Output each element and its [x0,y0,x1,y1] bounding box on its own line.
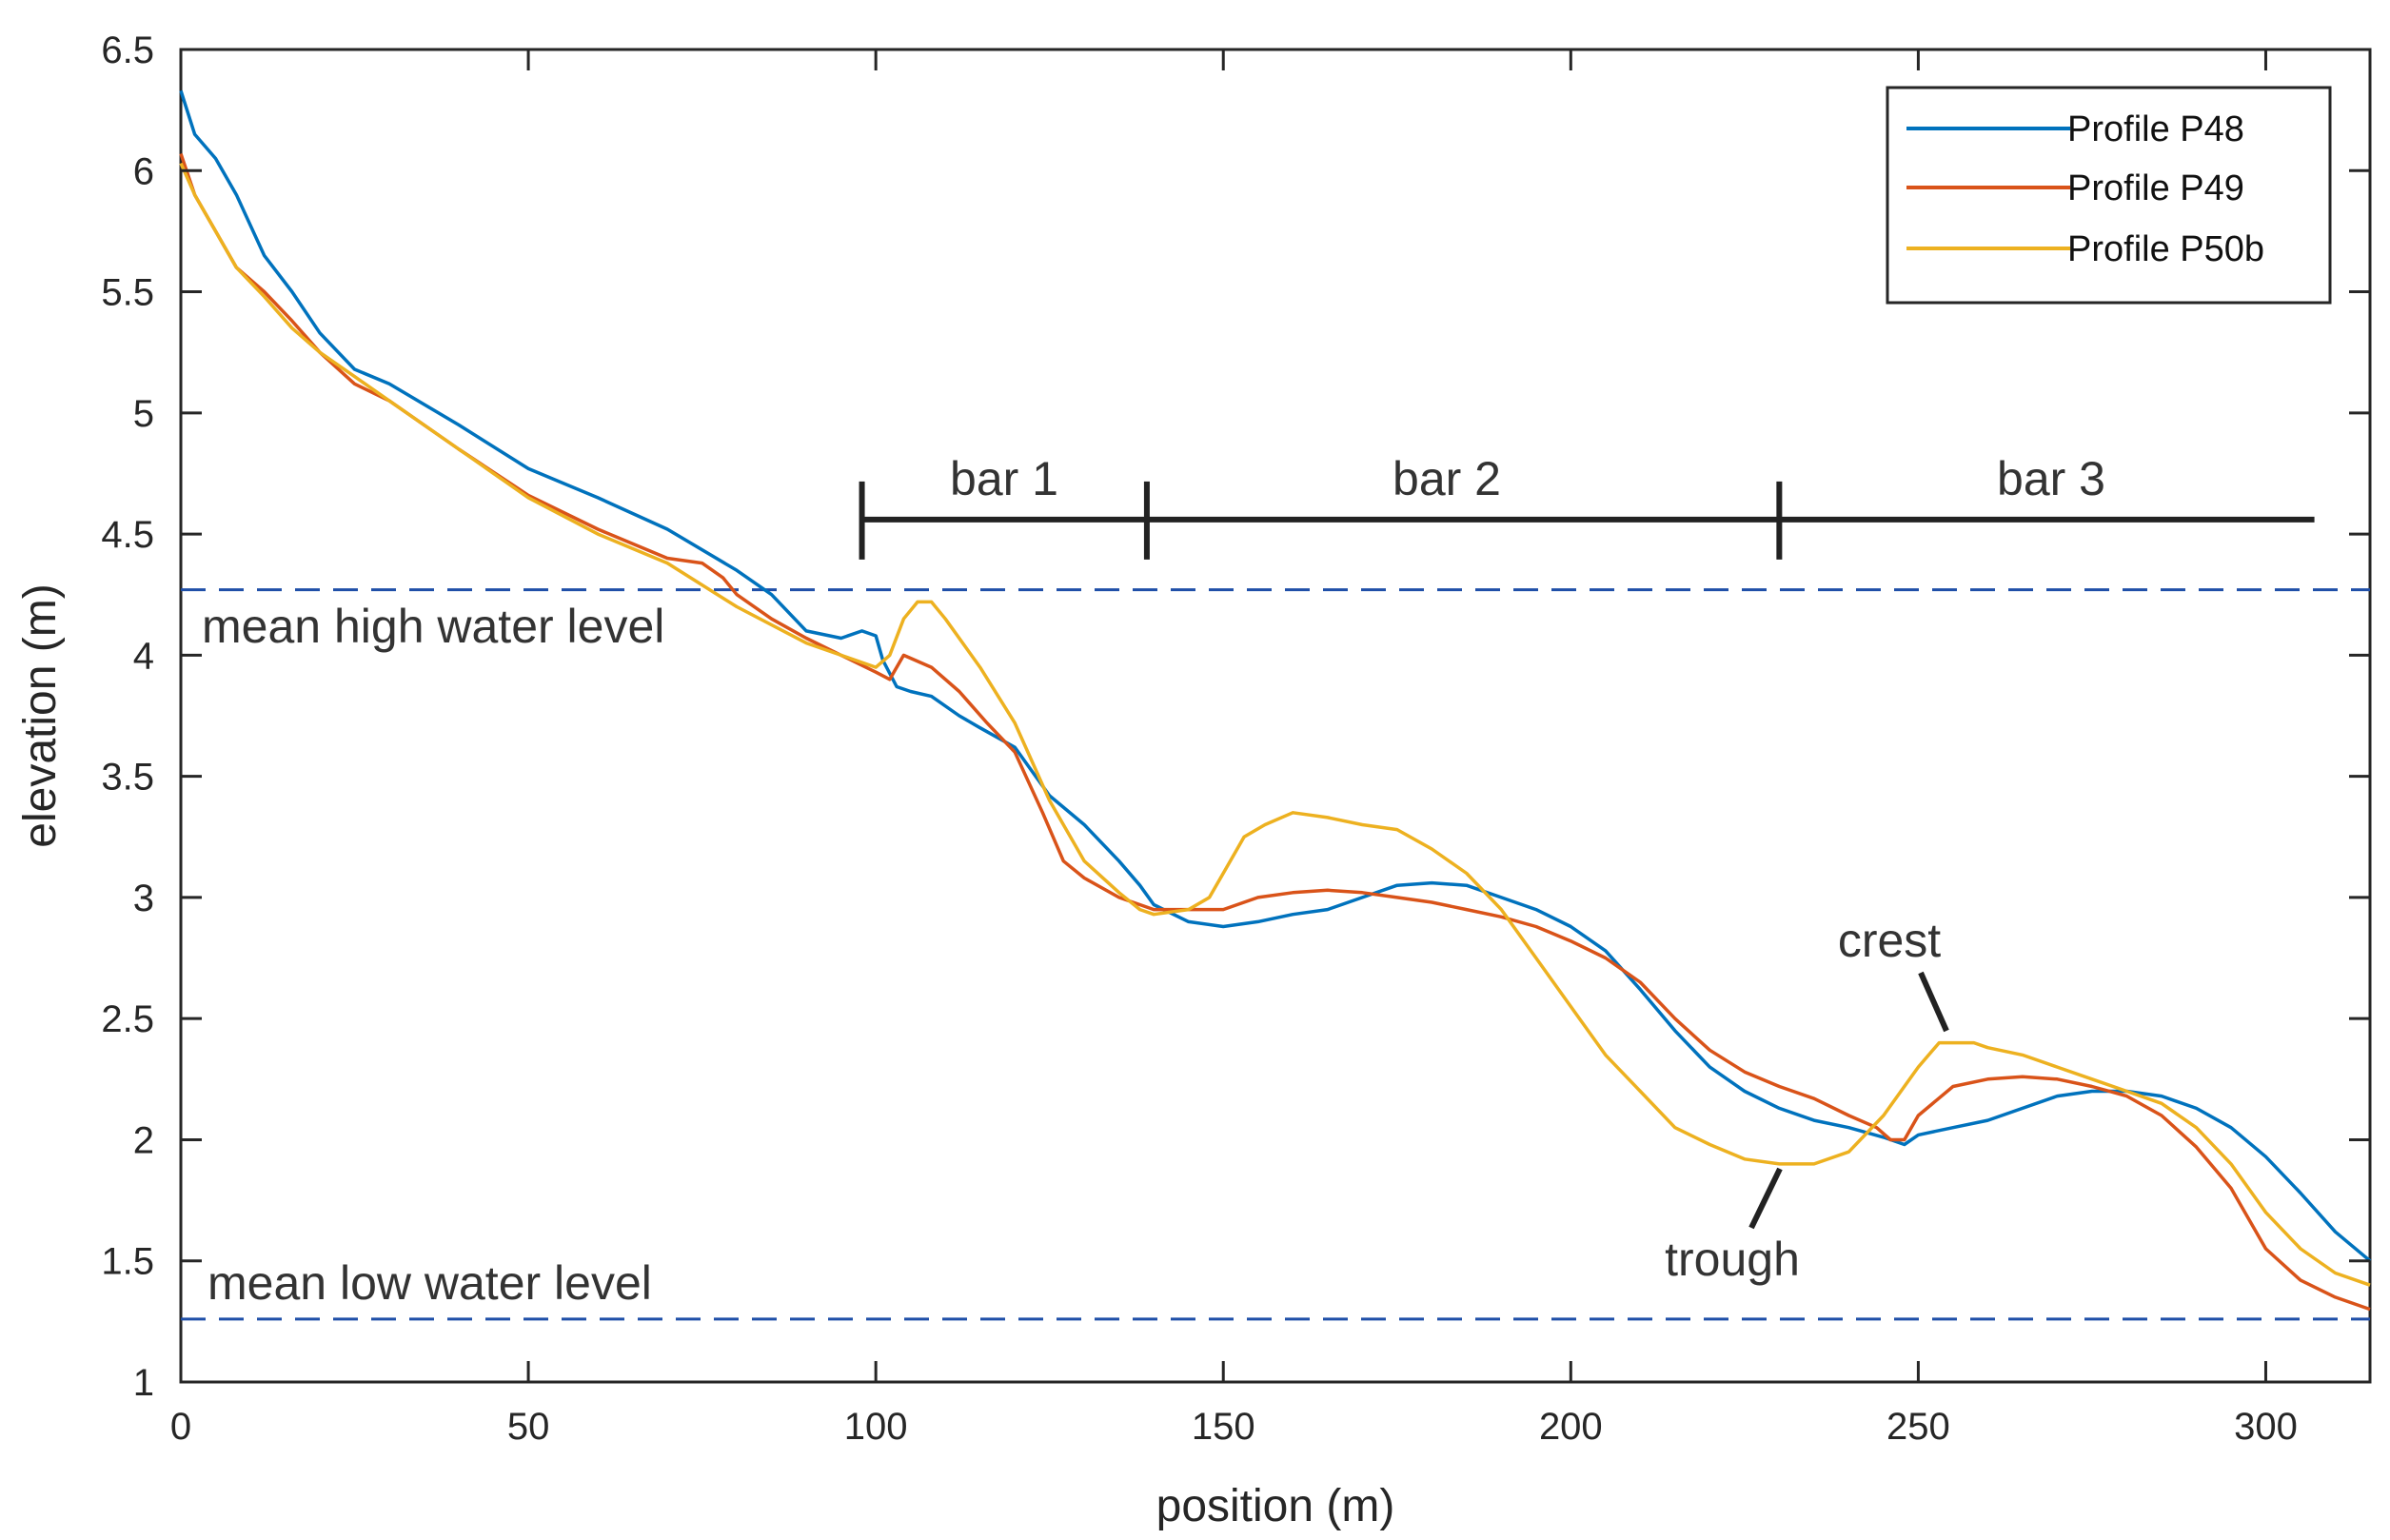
y-tick-label-0: 1 [133,1362,154,1404]
x-tick-label-5: 250 [1886,1406,1950,1448]
y-tick-label-3: 2.5 [101,998,154,1040]
x-tick-label-4: 200 [1539,1406,1603,1448]
mean-low-water-label: mean low water level [207,1256,652,1310]
legend-box [1886,86,2332,305]
bar-3-label: bar 3 [1997,452,2105,505]
legend-label-p48: Profile P48 [2067,109,2244,149]
y-tick-label-2: 2 [133,1119,154,1161]
legend: Profile P48 Profile P49 Profile P50b [1886,86,2332,305]
mean-high-water-label: mean high water level [202,600,664,653]
series-lines [179,89,2372,1312]
bar-segments [859,481,2315,560]
y-tick-label-11: 6.5 [101,30,154,71]
y-tick-label-4: 3 [133,878,154,919]
y-tick-label-1: 1.5 [101,1241,154,1283]
y-tick-label-7: 4.5 [101,514,154,556]
y-tick-label-8: 5 [133,393,154,435]
series-line-profile-p48 [179,89,2372,1263]
x-tick-label-6: 300 [2234,1406,2298,1448]
y-tick-label-9: 5.5 [101,272,154,314]
series-line-profile-p49 [179,152,2371,1312]
reference-lines [181,588,2370,1321]
y-axis-label: elevation (m) [15,583,66,847]
bar-2-label: bar 2 [1393,452,1501,505]
crest-label: crest [1838,914,1941,967]
x-tick-label-1: 50 [507,1406,550,1448]
axis-ticks: 0 50 100 150 200 250 300 1 1.5 2 2.5 3 3.5 4 4.5 5 5.5 6 6… [101,30,2370,1448]
trough-label: trough [1665,1233,1800,1286]
legend-label-p50b: Profile P50b [2067,229,2264,269]
x-tick-label-3: 150 [1192,1406,1255,1448]
y-tick-label-10: 6 [133,150,154,192]
y-tick-label-5: 3.5 [101,757,154,799]
crest-pointer [1918,971,1949,1033]
trough-pointer [1748,1167,1783,1230]
bar-1-label: bar 1 [950,452,1058,505]
x-tick-label-2: 100 [844,1406,908,1448]
legend-label-p49: Profile P49 [2067,168,2244,208]
x-axis-label: position (m) [1156,1481,1395,1531]
x-tick-label-0: 0 [170,1406,191,1448]
y-tick-label-6: 4 [133,635,154,677]
series-line-profile-p50b [179,162,2371,1287]
